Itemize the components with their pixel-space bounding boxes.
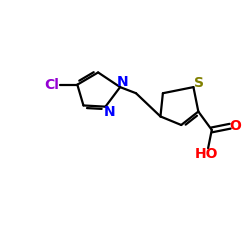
Text: O: O: [230, 119, 241, 133]
Text: S: S: [194, 76, 204, 90]
Text: N: N: [103, 104, 115, 118]
Text: N: N: [117, 75, 128, 89]
Text: Cl: Cl: [44, 78, 59, 92]
Text: HO: HO: [195, 147, 219, 161]
